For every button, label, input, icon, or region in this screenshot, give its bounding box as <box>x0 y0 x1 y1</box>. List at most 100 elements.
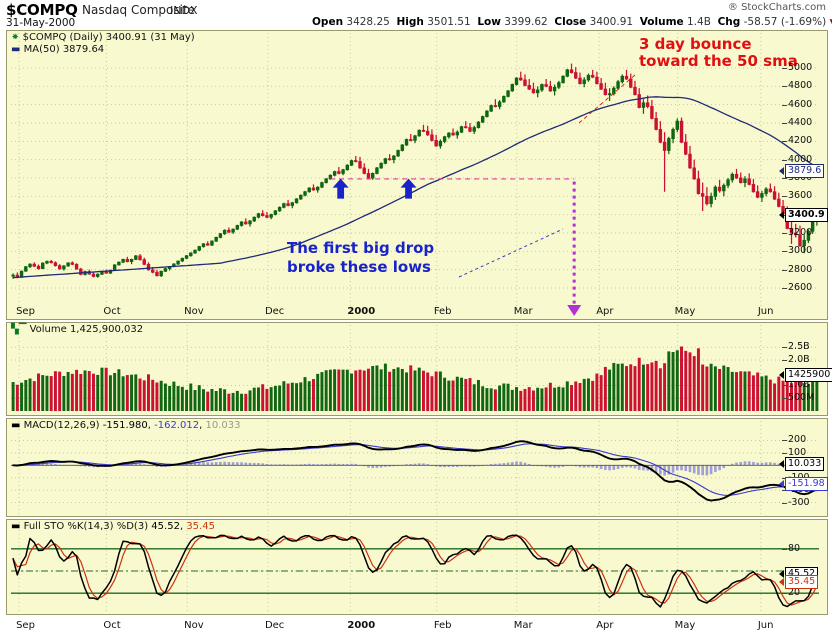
y-tick-mark <box>782 288 787 289</box>
y-tick-mark <box>782 490 787 492</box>
y-tick-mark <box>782 477 787 479</box>
x-tick-nov-top: Nov <box>184 306 204 317</box>
open-value: 3428.25 <box>346 16 390 28</box>
volume-bars-icon: ▚▔ <box>11 324 27 335</box>
chart-header: $COMPQ Nasdaq Composite INDX 31-May-2000… <box>0 0 832 30</box>
ticker-name: Nasdaq Composite <box>82 3 196 17</box>
y-tick-mark <box>782 440 787 442</box>
y-tick-mark <box>782 593 787 595</box>
y-tick-price-4200: 4200 <box>788 135 813 147</box>
y-tick-volume-0: 500M <box>788 392 815 404</box>
y-tag-pointer <box>779 166 784 175</box>
volume-panel: ▚▔ Volume 1,425,900,032 <box>6 322 828 416</box>
macd-value-tag-1: -151.98 <box>785 477 828 492</box>
x-tick-mar-top: Mar <box>513 306 533 317</box>
x-tick-dec-bottom: Dec <box>264 620 285 631</box>
quote-bar: Open 3428.25 High 3501.51 Low 3399.62 Cl… <box>312 16 832 28</box>
open-label: Open <box>312 16 344 28</box>
y-tick-mark <box>782 123 787 124</box>
y-tick-volume-1: 1.0B <box>788 379 810 391</box>
y-tag-pointer <box>779 460 784 469</box>
y-tick-mark <box>782 141 787 143</box>
y-tick-price-5000: 5000 <box>788 62 813 73</box>
price-value-tag-0: 3879.6 <box>785 163 825 178</box>
y-tick-mark <box>782 359 787 361</box>
close-value: 3400.91 <box>589 16 634 28</box>
price-legend-ma: ▬ MA(50) 3879.64 <box>11 44 105 55</box>
y-tick-mark <box>782 233 787 234</box>
x-tick-nov-bottom: Nov <box>184 620 204 631</box>
x-tick-dec-top: Dec <box>264 306 285 317</box>
chart-date: 31-May-2000 <box>6 17 76 29</box>
x-tick-apr-bottom: Apr <box>596 620 614 631</box>
y-tick-mark <box>782 251 787 253</box>
x-tick-may-bottom: May <box>674 620 696 631</box>
macd-plot <box>11 421 819 514</box>
volume-label: Volume <box>639 16 684 28</box>
y-tick-price-4600: 4600 <box>788 98 813 110</box>
y-tick-mark <box>782 104 787 106</box>
y-tick-sto-20: 20 <box>788 587 801 599</box>
x-tick-2000-top: 2000 <box>347 306 376 317</box>
x-tick-jun-top: Jun <box>757 306 774 317</box>
price-legend-line1: ⁕ $COMPQ (Daily) 3400.91 (31 May) <box>11 32 195 43</box>
macd-line-icon: ▬ <box>11 420 21 431</box>
y-tick-sto-80: 80 <box>788 542 801 554</box>
y-tick-mark <box>782 159 787 161</box>
price-plot <box>11 33 819 317</box>
y-tick-macd-100: 100 <box>788 446 807 458</box>
ma-line-icon: ▬ <box>11 44 21 55</box>
annotation-bounce: 3 day bounce toward the 50 sma <box>639 35 798 70</box>
y-tag-pointer <box>779 577 784 586</box>
y-tag-pointer <box>779 370 784 379</box>
volume-value-tag-0: 1425900 <box>785 367 832 382</box>
y-tag-pointer <box>779 570 784 579</box>
x-tick-apr-top: Apr <box>596 306 614 317</box>
y-tick-mark <box>782 347 787 349</box>
low-value: 3399.62 <box>504 16 548 28</box>
y-tick-price-4400: 4400 <box>788 117 813 128</box>
x-tick-sep-bottom: Sep <box>16 620 35 631</box>
x-tick-mar-bottom: Mar <box>513 620 533 631</box>
ticker-symbol: $COMPQ <box>6 1 78 19</box>
high-label: High <box>396 16 424 28</box>
macd-value-tag-0: 10.033 <box>785 457 825 472</box>
sto-d-value: 35.45 <box>186 521 215 532</box>
y-tick-mark <box>782 502 787 504</box>
y-tick-mark <box>782 214 787 216</box>
y-tick-volume-2: 2.0B <box>788 353 810 365</box>
y-tick-mark <box>782 269 787 271</box>
high-value: 3501.51 <box>427 16 471 28</box>
x-tick-2000-bottom: 2000 <box>347 620 376 631</box>
chg-value: -58.57 (-1.69%) <box>743 16 827 28</box>
x-tick-feb-bottom: Feb <box>433 620 452 631</box>
y-tick-mark <box>782 398 787 400</box>
low-label: Low <box>477 16 501 28</box>
y-tick-mark <box>782 68 787 69</box>
y-tag-pointer <box>779 480 784 489</box>
y-tick-price-4800: 4800 <box>788 80 813 92</box>
stockcharts-logo: ® StockCharts.com <box>727 2 826 13</box>
y-tick-volume-3: 2.5B <box>788 341 810 353</box>
x-tick-sep-top: Sep <box>16 306 35 317</box>
macd-legend: ▬ MACD(12,26,9) -151.980, -162.012, 10.0… <box>11 420 241 431</box>
stochastic-legend: ▬ Full STO %K(14,3) %D(3) 45.52, 35.45 <box>11 521 215 532</box>
x-tick-oct-bottom: Oct <box>103 620 121 631</box>
volume-value: 1.4B <box>687 16 711 28</box>
y-tick-mark <box>782 385 787 387</box>
chg-label: Chg <box>717 16 741 28</box>
y-tick-price-3600: 3600 <box>788 190 813 202</box>
volume-plot <box>11 325 819 413</box>
volume-legend: ▚▔ Volume 1,425,900,032 <box>11 324 144 335</box>
stochastic-plot <box>11 522 819 612</box>
sto-value-tag-1: 35.45 <box>785 574 819 589</box>
y-tick-mark <box>782 178 787 179</box>
macd-hist-value: 10.033 <box>205 420 241 431</box>
annotation-lows: The first big drop broke these lows <box>287 239 435 276</box>
y-tick-price-2800: 2800 <box>788 263 813 275</box>
stochastic-panel: ▬ Full STO %K(14,3) %D(3) 45.52, 35.45 <box>6 519 828 615</box>
ticker-type: INDX <box>170 4 198 17</box>
y-tick-macd-200: 200 <box>788 434 807 446</box>
x-tick-may-top: May <box>674 306 696 317</box>
